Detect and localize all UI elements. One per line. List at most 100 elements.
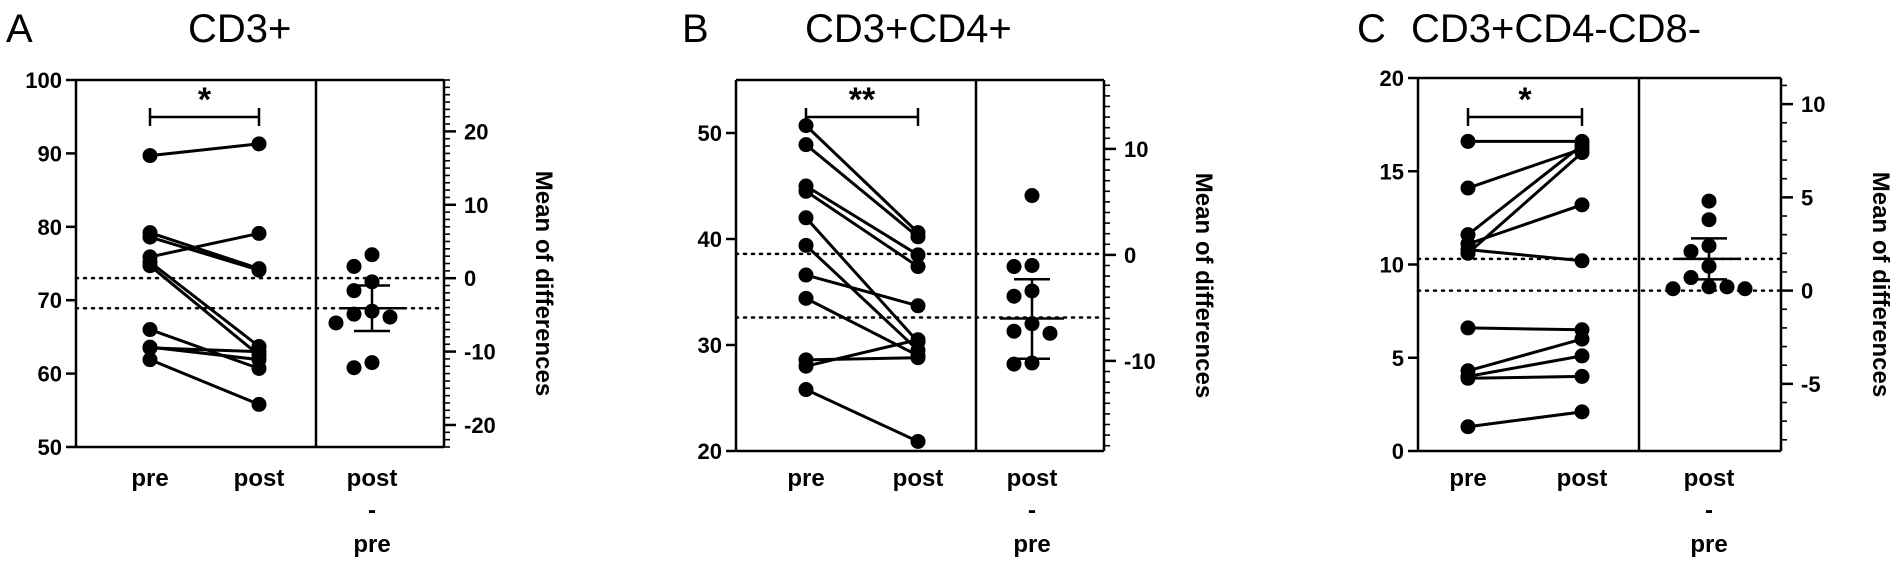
significance-bracket: [148, 108, 261, 126]
pair-line: [1467, 410, 1583, 429]
left-tick-label: 50: [38, 435, 62, 460]
diff-label-pre: pre: [353, 531, 390, 558]
pair-line: [805, 297, 919, 357]
pair-line: [1467, 337, 1583, 373]
pre-point: [798, 210, 814, 226]
post-point: [251, 396, 267, 412]
left-tick-label: 60: [38, 362, 62, 387]
panel-letter: C: [1357, 7, 1386, 51]
post-point: [1574, 253, 1590, 269]
pair-line: [1467, 326, 1583, 332]
pre-point: [142, 322, 158, 338]
post-point: [251, 262, 267, 278]
difference-point: [346, 306, 362, 322]
left-tick-label: 0: [1392, 439, 1404, 464]
pre-point: [142, 229, 158, 245]
right-axis-label: Mean of differences: [530, 171, 557, 396]
right-tick-label: -5: [1801, 372, 1821, 397]
difference-point: [1042, 325, 1058, 341]
mean-difference-errorbar: [340, 284, 404, 333]
difference-point: [346, 283, 362, 299]
post-point: [910, 247, 926, 263]
post-point: [251, 136, 267, 152]
difference-point: [1701, 279, 1717, 295]
right-tick-label: 0: [1801, 279, 1813, 304]
post-point: [1574, 368, 1590, 384]
difference-point: [1683, 270, 1699, 286]
post-point: [1574, 348, 1590, 364]
left-tick-label: 90: [38, 141, 62, 166]
category-label-pre: pre: [787, 465, 824, 492]
pair-line: [804, 216, 920, 343]
left-tick-label: 70: [38, 288, 62, 313]
pair-line: [805, 190, 919, 268]
right-tick-label: 5: [1801, 185, 1813, 210]
left-tick-label: 20: [1380, 66, 1404, 91]
right-tick-label: -10: [1124, 349, 1156, 374]
difference-point: [1701, 212, 1717, 228]
difference-point: [1006, 323, 1022, 339]
significance-label: **: [849, 81, 876, 119]
category-label-post: post: [234, 465, 285, 492]
pair-line: [804, 244, 920, 352]
pre-point: [142, 340, 158, 356]
pre-point: [798, 267, 814, 283]
post-point: [910, 332, 926, 348]
right-tick-label: -20: [464, 413, 496, 438]
pre-point: [142, 148, 158, 164]
panel-title: CD3+: [188, 7, 291, 51]
pair-line: [149, 358, 260, 406]
significance-label: *: [1518, 81, 1532, 119]
pair-line: [805, 143, 919, 239]
panel-title: CD3+CD4-CD8-: [1411, 7, 1701, 51]
pre-point: [1460, 370, 1476, 386]
pre-point: [1460, 320, 1476, 336]
left-tick-label: 10: [1380, 253, 1404, 278]
right-tick-label: -10: [464, 340, 496, 365]
difference-point: [1701, 193, 1717, 209]
left-tick-label: 30: [698, 333, 722, 358]
diff-label-minus: -: [1705, 497, 1713, 524]
significance-bracket: [1466, 108, 1584, 126]
post-point: [910, 433, 926, 449]
pair-line: [149, 260, 260, 348]
diff-label-post: post: [1007, 465, 1058, 492]
difference-point: [1665, 281, 1681, 297]
pair-line: [1467, 374, 1583, 380]
post-point: [910, 350, 926, 366]
pair-line: [149, 231, 260, 259]
difference-point: [328, 315, 344, 331]
left-tick-label: 15: [1380, 159, 1404, 184]
pair-line: [149, 142, 260, 158]
pair-line: [805, 184, 919, 257]
pair-line: [149, 264, 260, 357]
pre-point: [798, 237, 814, 253]
diff-label-minus: -: [368, 497, 376, 524]
pair-line: [149, 235, 260, 272]
difference-point: [1006, 259, 1022, 275]
pre-point: [142, 258, 158, 274]
left-tick-label: 50: [698, 121, 722, 146]
difference-point: [382, 309, 398, 325]
plot-frame: [1416, 76, 1783, 453]
right-tick-label: 0: [464, 266, 476, 291]
left-tick-label: 5: [1392, 346, 1404, 371]
pair-line: [805, 388, 919, 443]
pre-point: [798, 382, 814, 398]
difference-point: [1006, 288, 1022, 304]
difference-point: [1719, 279, 1735, 295]
post-point: [910, 298, 926, 314]
pair-line: [1467, 143, 1583, 236]
pair-line: [149, 231, 260, 271]
pair-line: [805, 338, 919, 368]
post-point: [251, 344, 267, 360]
difference-point: [346, 258, 362, 274]
panel-letter: A: [6, 7, 33, 51]
pair-line: [1467, 151, 1583, 255]
mean-difference-errorbar: [1677, 237, 1741, 281]
panel-letter: B: [682, 7, 709, 51]
mean-difference-errorbar: [1000, 278, 1064, 361]
left-tick-label: 100: [25, 68, 62, 93]
difference-point: [1024, 188, 1040, 204]
